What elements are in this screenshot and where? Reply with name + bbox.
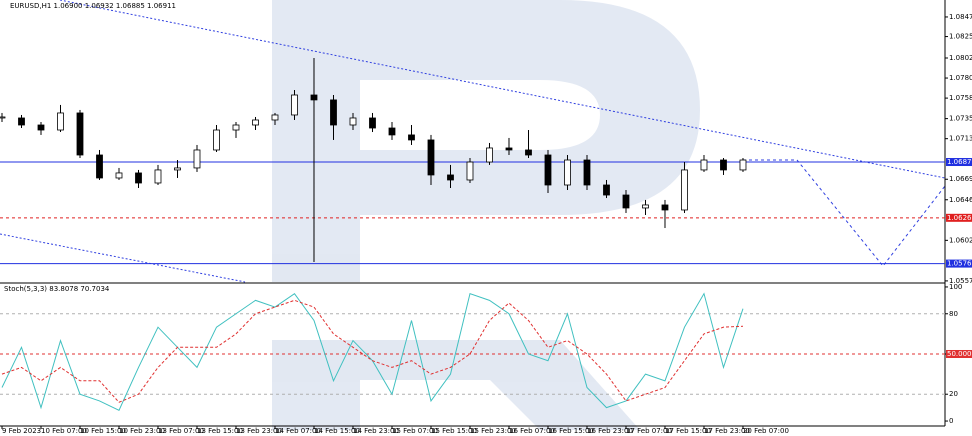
y-tick-label: 100	[949, 283, 962, 291]
y-tick-label: 1.07135	[949, 135, 972, 143]
candle-body	[115, 172, 123, 179]
candle-body	[76, 112, 84, 156]
y-tick-label: 80	[949, 310, 958, 318]
x-tick-label: 17 Feb 15:00	[665, 427, 711, 435]
candle-body	[369, 117, 376, 129]
candle-body	[154, 169, 162, 184]
candle-body	[310, 94, 318, 101]
candle-body	[57, 112, 64, 131]
level-label-bg	[946, 158, 972, 167]
x-tick-label: 10 Feb 23:00	[119, 427, 165, 435]
x-tick-label: 16 Feb 15:00	[548, 427, 594, 435]
candle-body	[466, 161, 474, 181]
x-tick-label: 14 Feb 07:00	[275, 427, 321, 435]
level-label-bg	[946, 349, 972, 358]
x-tick-label: 17 Feb 07:00	[626, 427, 672, 435]
x-tick-label: 10 Feb 15:00	[80, 427, 126, 435]
candle-body	[408, 134, 415, 141]
candle-body	[583, 159, 591, 186]
x-tick-label: 17 Feb 23:00	[704, 427, 750, 435]
candle-body	[213, 129, 220, 151]
candle-body	[349, 117, 357, 126]
candle-body	[700, 159, 708, 171]
watermark	[272, 0, 700, 430]
y-tick-label: 1.08470	[949, 13, 972, 21]
candle-body	[232, 124, 240, 131]
level-label: 1.06267	[947, 214, 972, 222]
level-label-bg	[946, 213, 972, 222]
x-tick-label: 15 Feb 23:00	[470, 427, 516, 435]
x-tick-label: 15 Feb 15:00	[431, 427, 477, 435]
candle-body	[174, 167, 181, 171]
x-tick-label: 15 Feb 07:00	[392, 427, 438, 435]
candle-body	[96, 154, 103, 179]
y-tick-label: 1.05575	[949, 277, 972, 285]
forecast-path	[743, 159, 946, 267]
candle-body	[271, 114, 279, 121]
y-tick-label: 1.07580	[949, 94, 972, 102]
y-tick-label: 1.06465	[949, 196, 972, 204]
candle-body	[681, 169, 688, 211]
x-tick-label: 13 Feb 07:00	[158, 427, 204, 435]
candle-body	[661, 204, 669, 211]
chart-title: EURUSD,H1 1.06900 1.06932 1.06885 1.0691…	[10, 2, 176, 10]
y-tick-label: 1.06020	[949, 236, 972, 244]
candle-body	[642, 204, 649, 209]
level-label: 1.06879	[947, 158, 972, 166]
candle-body	[37, 124, 45, 131]
candle-body	[252, 119, 259, 126]
y-tick-label: 1.08255	[949, 33, 972, 41]
x-tick-label: 13 Feb 23:00	[236, 427, 282, 435]
x-tick-label: 9 Feb 2023	[2, 427, 41, 435]
candle-body	[388, 127, 396, 136]
level-label: 1.05765	[947, 260, 972, 268]
x-tick-label: 16 Feb 23:00	[587, 427, 633, 435]
candle-body	[544, 154, 552, 186]
y-tick-label: 20	[949, 390, 958, 398]
y-tick-label: 1.07355	[949, 115, 972, 123]
candle-body	[622, 194, 630, 209]
candle-body	[525, 149, 532, 156]
y-tick-label: 0	[949, 417, 953, 425]
candle-body	[291, 94, 298, 116]
trend-lines	[0, 0, 946, 283]
indicator-title: Stoch(5,3,3) 83.8078 70.7034	[4, 285, 110, 293]
x-tick-label: 10 Feb 07:00	[41, 427, 87, 435]
candle-body	[193, 149, 201, 169]
y-tick-label: 50.0000	[947, 350, 972, 358]
candle-body	[18, 117, 25, 126]
x-tick-label: 14 Feb 15:00	[314, 427, 360, 435]
x-tick-label: 14 Feb 23:00	[353, 427, 399, 435]
candle-body	[739, 159, 747, 171]
stoch-line	[1, 299, 744, 403]
x-tick-label: 20 Feb 07:00	[743, 427, 789, 435]
candle-body	[447, 174, 454, 181]
candle-body	[427, 139, 435, 176]
candle-body	[720, 159, 727, 171]
level-label-bg	[946, 259, 972, 268]
y-tick-label: 1.07800	[949, 74, 972, 82]
x-tick-label: 13 Feb 15:00	[197, 427, 243, 435]
x-tick-label: 16 Feb 07:00	[509, 427, 555, 435]
candle-body	[330, 99, 337, 126]
candle-body	[486, 147, 493, 163]
candle-body	[0, 116, 6, 119]
candle-body	[603, 184, 610, 196]
candle-body	[505, 147, 513, 151]
y-tick-label: 1.06690	[949, 175, 972, 183]
candle-body	[564, 159, 571, 186]
candle-body	[135, 172, 142, 184]
